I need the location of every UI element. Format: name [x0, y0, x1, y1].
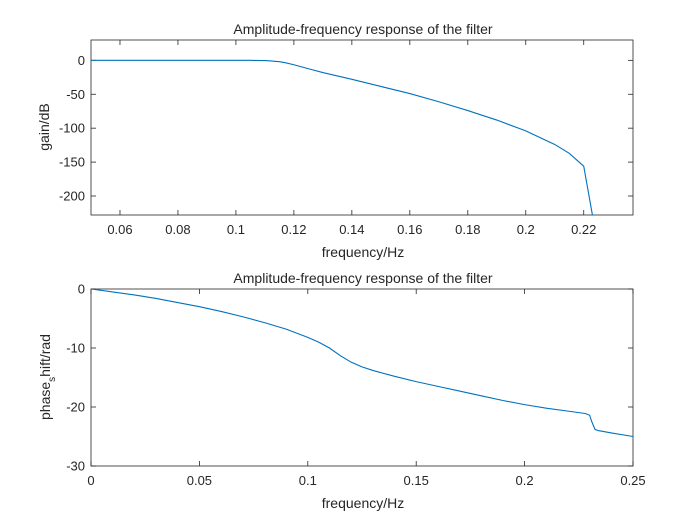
gain-chart-ylabel: gain/dB — [36, 103, 52, 150]
gain-chart-xlabel: frequency/Hz — [322, 244, 404, 260]
phase-chart-xtick-label: 0 — [87, 473, 94, 488]
phase-chart-ytick-label: -10 — [66, 341, 85, 356]
gain-chart-xtick-label: 0.12 — [281, 222, 306, 237]
gain-chart-ytick-label: -150 — [59, 155, 85, 170]
phase-chart-xtick-label: 0.2 — [516, 473, 534, 488]
phase-chart-xtick-label: 0.1 — [299, 473, 317, 488]
gain-chart-xtick-label: 0.1 — [227, 222, 245, 237]
gain-chart-xtick-label: 0.22 — [571, 222, 596, 237]
phase-chart-xtick-label: 0.15 — [404, 473, 429, 488]
gain-chart: Amplitude-frequency response of the filt… — [36, 21, 634, 260]
phase-chart-ylabel-subscript: s — [47, 377, 58, 382]
phase-chart-ylabel-part-2: hift/rad — [37, 334, 53, 377]
phase-chart-series-line — [91, 289, 633, 438]
phase-chart-xlabel: frequency/Hz — [322, 495, 404, 511]
phase-chart-title: Amplitude-frequency response of the filt… — [233, 270, 492, 286]
phase-chart-xtick-label: 0.05 — [187, 473, 212, 488]
gain-chart-xtick-label: 0.06 — [107, 222, 132, 237]
gain-chart-xtick-label: 0.08 — [165, 222, 190, 237]
phase-chart-plot-area — [90, 288, 634, 467]
gain-chart-ytick-label: -50 — [66, 87, 85, 102]
gain-chart-series-line — [91, 59, 593, 215]
phase-chart-ytick-label: -30 — [66, 459, 85, 474]
phase-chart-ylabel-part-1: phase — [37, 382, 53, 420]
gain-chart-plot-area — [90, 39, 634, 216]
phase-chart-ytick-label: -20 — [66, 400, 85, 415]
gain-chart-ytick-label: -100 — [59, 121, 85, 136]
phase-chart: Amplitude-frequency response of the filt… — [37, 270, 646, 511]
gain-chart-xtick-label: 0.2 — [517, 222, 535, 237]
phase-chart-ytick-label: 0 — [78, 282, 85, 297]
gain-chart-xtick-label: 0.16 — [397, 222, 422, 237]
gain-chart-ytick-label: 0 — [78, 53, 85, 68]
phase-chart-ylabel: phaseshift/rad — [37, 334, 58, 420]
gain-chart-xtick-label: 0.18 — [455, 222, 480, 237]
gain-chart-ytick-label: -200 — [59, 189, 85, 204]
gain-chart-xtick-label: 0.14 — [339, 222, 364, 237]
phase-chart-xtick-label: 0.25 — [620, 473, 645, 488]
gain-chart-title: Amplitude-frequency response of the filt… — [233, 21, 492, 37]
